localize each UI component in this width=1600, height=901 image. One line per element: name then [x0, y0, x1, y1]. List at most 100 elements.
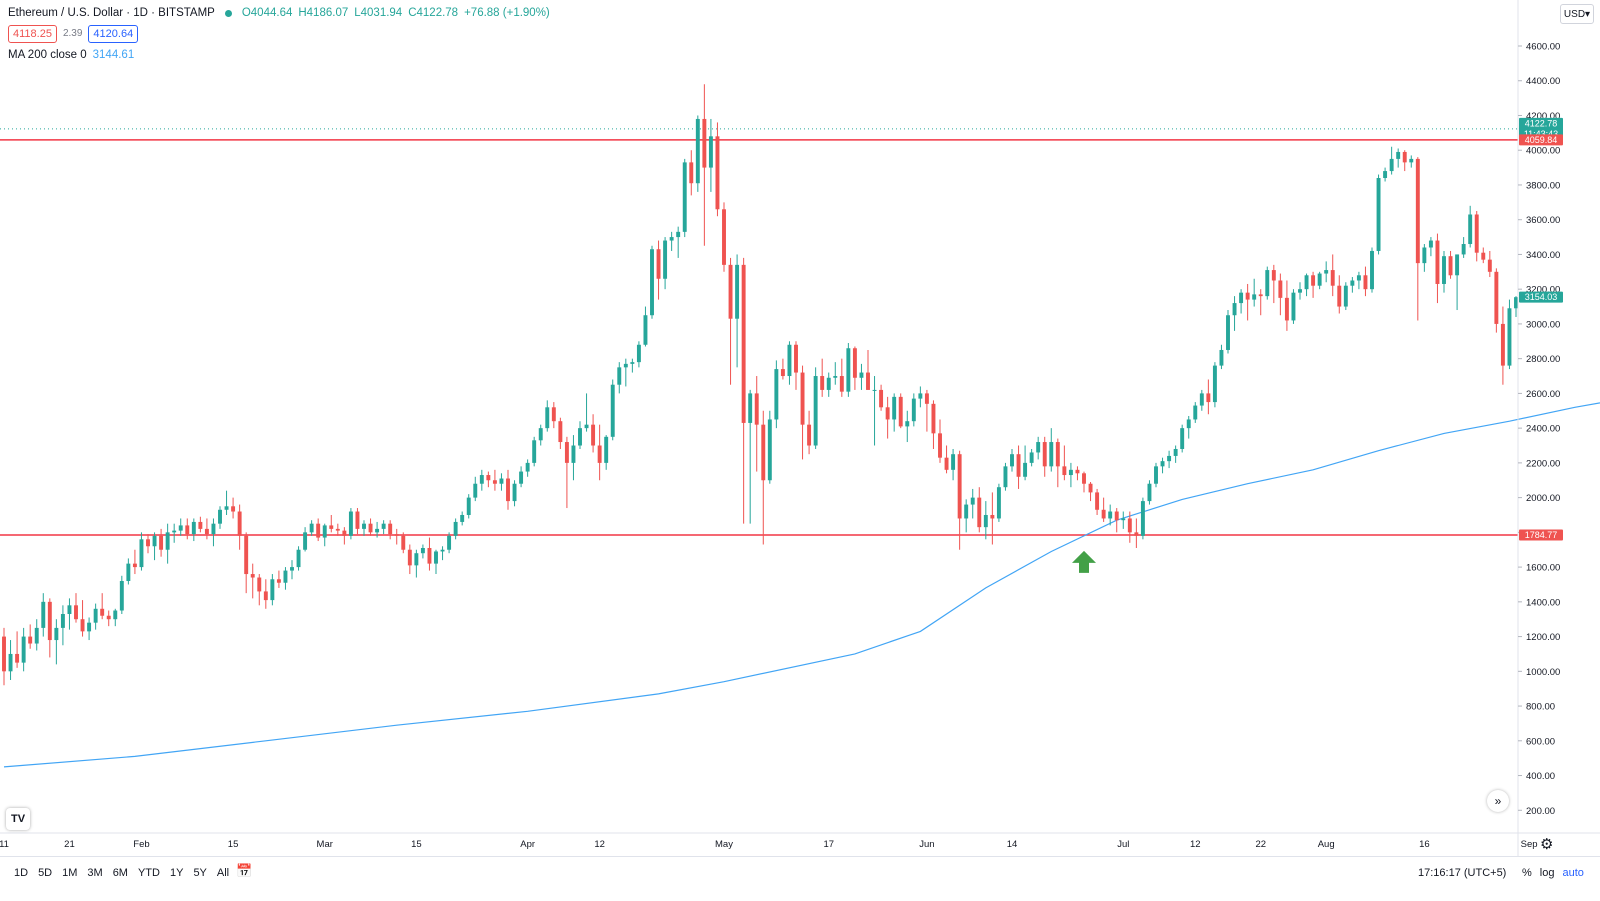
candle-body — [1212, 365, 1217, 403]
candle-body — [453, 521, 458, 536]
x-tick-label: 15 — [228, 839, 239, 850]
candle-body — [512, 483, 517, 502]
price-label-text: 1784.77 — [1525, 530, 1558, 540]
auto-toggle[interactable]: auto — [1562, 867, 1584, 879]
bottom-toolbar: 1D 5D 1M 3M 6M YTD 1Y 5Y All 📅 17:16:17 … — [0, 856, 1600, 901]
range-6m-button[interactable]: 6M — [112, 867, 128, 879]
candle-body — [996, 487, 1001, 519]
candle-body — [231, 506, 236, 512]
ohlc-change: +76.88 (+1.90%) — [464, 7, 550, 19]
candle-body — [551, 407, 556, 422]
ma-indicator-label[interactable]: MA 200 close 0 — [8, 49, 87, 61]
candle-body — [250, 574, 255, 578]
range-5y-button[interactable]: 5Y — [193, 867, 207, 879]
candle-body — [506, 478, 510, 502]
candle-body — [1494, 271, 1499, 324]
candle-body — [682, 162, 687, 232]
range-1y-button[interactable]: 1Y — [169, 867, 184, 879]
log-toggle[interactable]: log — [1539, 867, 1555, 879]
candle-body — [1042, 442, 1047, 467]
range-1d-button[interactable]: 1D — [14, 867, 29, 879]
candle-body — [1389, 158, 1394, 172]
percent-toggle[interactable]: % — [1522, 867, 1532, 879]
annotations — [1072, 550, 1096, 573]
candle-body — [1154, 466, 1158, 484]
tradingview-logo-icon[interactable]: TV — [6, 808, 30, 830]
candle-body — [780, 369, 785, 377]
candle-body — [892, 396, 897, 420]
candle-body — [1049, 442, 1054, 467]
candle-body — [931, 403, 936, 434]
candle-body — [558, 421, 563, 443]
y-tick-label: 1400.00 — [1526, 597, 1560, 608]
candle-body — [924, 393, 929, 404]
chevron-down-icon: ▾ — [1585, 8, 1591, 20]
candle-body — [938, 433, 942, 458]
candle-body — [1088, 483, 1093, 493]
candle-body — [132, 563, 137, 568]
candle-body — [1376, 178, 1381, 251]
candle-body — [1278, 280, 1283, 298]
candle-body — [1068, 469, 1073, 476]
ohlc-high: H4186.07 — [298, 7, 349, 19]
bid-price[interactable]: 4118.25 — [8, 25, 57, 43]
ohlc-open: O4044.64 — [241, 7, 293, 19]
candle-body — [1219, 349, 1224, 366]
range-ytd-button[interactable]: YTD — [137, 867, 160, 879]
x-tick-label: 14 — [1007, 839, 1018, 850]
range-3m-button[interactable]: 3M — [87, 867, 103, 879]
candle-body — [1206, 393, 1211, 403]
symbol-title[interactable]: Ethereum / U.S. Dollar · 1D · BITSTAMP — [8, 7, 215, 19]
candle-body — [898, 396, 903, 427]
candle-body — [866, 372, 870, 390]
clock-time[interactable]: 17:16:17 (UTC+5) — [1418, 867, 1507, 879]
candle-body — [420, 547, 425, 554]
price-chart[interactable]: 200.00 400.00 600.00 800.00 1000.00 1200.00 14… — [0, 0, 1600, 856]
candle-body — [643, 315, 648, 345]
range-5d-button[interactable]: 5D — [38, 867, 53, 879]
y-tick-label: 3800.00 — [1526, 180, 1560, 191]
price-label-text: 4059.84 — [1525, 135, 1558, 145]
calendar-icon[interactable]: 📅 — [236, 863, 253, 878]
range-all-button[interactable]: All — [216, 867, 230, 879]
x-tick-label: 17 — [823, 839, 834, 850]
candle-body — [1193, 405, 1198, 420]
candle-body — [610, 384, 615, 437]
currency-select[interactable]: USD ▾ — [1560, 4, 1594, 24]
candle-body — [355, 511, 360, 529]
gear-icon[interactable]: ⚙ — [1540, 836, 1554, 853]
candle-body — [820, 376, 825, 390]
candle-body — [1101, 509, 1106, 519]
y-tick-label: 400.00 — [1526, 771, 1555, 782]
candle-body — [1029, 452, 1034, 463]
y-tick-label: 200.00 — [1526, 806, 1555, 817]
candle-body — [1383, 171, 1388, 179]
ma200-line — [3, 402, 1600, 768]
candle-body — [702, 118, 707, 168]
y-tick-label: 1600.00 — [1526, 563, 1560, 574]
candle-body — [1330, 270, 1335, 286]
candle-body — [414, 553, 419, 566]
candle-body — [715, 136, 720, 210]
y-tick-label: 2400.00 — [1526, 424, 1560, 435]
candle-body — [1075, 469, 1080, 474]
candle-body — [564, 442, 569, 463]
candle-body — [1258, 294, 1263, 297]
candle-body — [839, 376, 844, 392]
candle-body — [309, 523, 314, 533]
x-tick-label: 16 — [1419, 839, 1430, 850]
candle-body — [499, 478, 504, 484]
scroll-to-realtime-icon[interactable]: » — [1487, 790, 1509, 812]
candle-body — [879, 389, 884, 408]
candle-body — [1514, 297, 1518, 309]
candle-body — [1134, 532, 1139, 536]
ask-price[interactable]: 4120.64 — [88, 25, 139, 43]
price-label-text: 3154.03 — [1525, 292, 1558, 302]
range-buttons: 1D 5D 1M 3M 6M YTD 1Y 5Y All — [10, 864, 233, 882]
candle-body — [204, 528, 209, 535]
up-arrow-icon — [1072, 550, 1096, 573]
candle-body — [1173, 448, 1178, 456]
range-1m-button[interactable]: 1M — [62, 867, 78, 879]
candle-body — [872, 389, 877, 391]
candle-body — [322, 525, 327, 538]
